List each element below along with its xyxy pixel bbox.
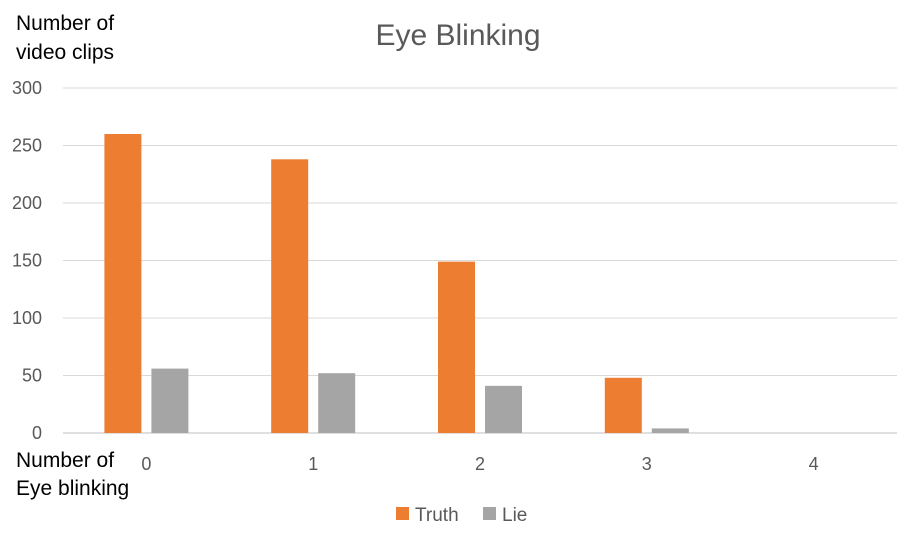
y-tick-label: 50 (22, 366, 42, 386)
y-axis-label-line-1: Number of (16, 12, 114, 35)
y-tick-labels: 0 50 100 150 200 250 300 (12, 78, 42, 443)
bar-truth-1 (271, 159, 309, 434)
x-tick-labels: 0 1 2 3 4 (141, 454, 818, 474)
bar-truth-2 (438, 261, 475, 433)
bar-lie-0 (151, 368, 189, 433)
bar-truth-0 (104, 134, 142, 433)
y-tick-label: 200 (12, 193, 42, 213)
y-tick-label: 250 (12, 136, 42, 156)
chart-title: Eye Blinking (375, 19, 540, 52)
bar-lie-1 (318, 373, 356, 433)
legend-label-truth: Truth (415, 505, 459, 526)
x-axis-label-line-2: Eye blinking (16, 477, 129, 500)
x-tick-label: 2 (475, 454, 485, 474)
x-tick-label: 3 (642, 454, 652, 474)
x-tick-label: 4 (809, 454, 819, 474)
bars (104, 134, 689, 434)
y-tick-label: 300 (12, 78, 42, 98)
x-axis-label-line-1: Number of (16, 449, 114, 472)
legend-label-lie: Lie (502, 505, 527, 526)
legend-swatch-lie (483, 507, 496, 520)
legend: Truth Lie (396, 505, 527, 526)
y-tick-label: 100 (12, 308, 42, 328)
y-tick-label: 0 (32, 423, 42, 443)
y-axis-label-line-2: video clips (16, 41, 114, 64)
bar-lie-3 (651, 428, 689, 433)
y-tick-label: 150 (12, 251, 42, 271)
legend-swatch-truth (396, 507, 409, 520)
bar-lie-2 (485, 385, 522, 433)
x-tick-label: 0 (141, 454, 151, 474)
gridlines (63, 87, 897, 434)
x-tick-label: 1 (308, 454, 318, 474)
bar-truth-3 (604, 377, 642, 433)
